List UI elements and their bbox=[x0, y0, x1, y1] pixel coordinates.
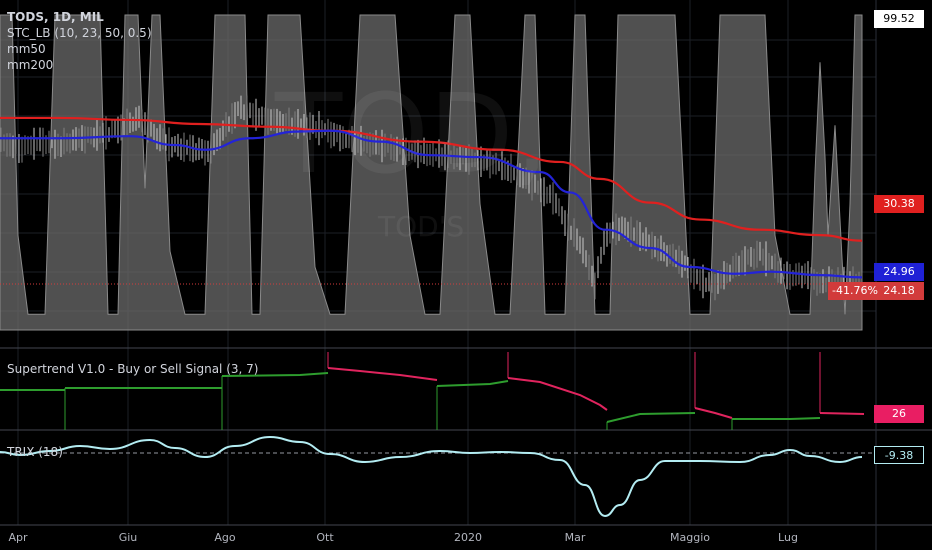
mm50-line bbox=[0, 129, 863, 279]
supertrend-segment bbox=[819, 412, 865, 415]
x-axis-label: Lug bbox=[778, 531, 798, 544]
last-price-tag: 24.18 bbox=[874, 282, 924, 300]
supertrend-segment bbox=[606, 412, 696, 423]
supertrend-value-tag: 26 bbox=[874, 405, 924, 423]
trix-value-tag: -9.38 bbox=[874, 446, 924, 464]
x-axis-label: Apr bbox=[8, 531, 28, 544]
main-legend: TODS, 1D, MIL STC_LB (10, 23, 50, 0.5) m… bbox=[7, 9, 152, 73]
mm200-price-tag: 30.38 bbox=[874, 195, 924, 213]
watermark-symbol: TOD, bbox=[275, 70, 549, 198]
trix-legend[interactable]: TRIX (18) bbox=[7, 445, 63, 459]
x-axis-label: 2020 bbox=[454, 531, 482, 544]
mm50-price-tag: 24.96 bbox=[874, 263, 924, 281]
supertrend-lines bbox=[0, 352, 865, 430]
change-percent-tag: -41.76% bbox=[828, 282, 882, 300]
supertrend-segment bbox=[221, 372, 329, 377]
supertrend-segment bbox=[507, 377, 608, 411]
x-axis-label: Mar bbox=[565, 531, 586, 544]
x-axis-labels: Apr Giu Ago Ott 2020 Mar Maggio Lug bbox=[8, 531, 797, 544]
supertrend-legend[interactable]: Supertrend V1.0 - Buy or Sell Signal (3,… bbox=[7, 362, 259, 376]
x-axis-label: Maggio bbox=[670, 531, 710, 544]
pane-separators bbox=[0, 347, 932, 526]
supertrend-segment bbox=[436, 380, 509, 387]
stc-area bbox=[0, 14, 863, 331]
supertrend-segment bbox=[327, 367, 438, 381]
stc-oscillator-area bbox=[0, 14, 863, 331]
trix-line bbox=[0, 435, 863, 518]
supertrend-segment bbox=[732, 417, 821, 420]
legend-stc[interactable]: STC_LB (10, 23, 50, 0.5) bbox=[7, 26, 152, 40]
legend-mm200[interactable]: mm200 bbox=[7, 58, 54, 72]
watermark-description: TOD'S bbox=[378, 210, 465, 243]
x-axis-label: Ago bbox=[214, 531, 236, 544]
symbol-title[interactable]: TODS, 1D, MIL bbox=[7, 10, 104, 24]
x-axis-label: Ott bbox=[316, 531, 334, 544]
x-axis-label: Giu bbox=[119, 531, 138, 544]
price-axis-top-label: 99.52 bbox=[874, 10, 924, 28]
supertrend-segment bbox=[694, 407, 733, 419]
mm200-line bbox=[0, 116, 863, 242]
legend-mm50[interactable]: mm50 bbox=[7, 42, 46, 56]
